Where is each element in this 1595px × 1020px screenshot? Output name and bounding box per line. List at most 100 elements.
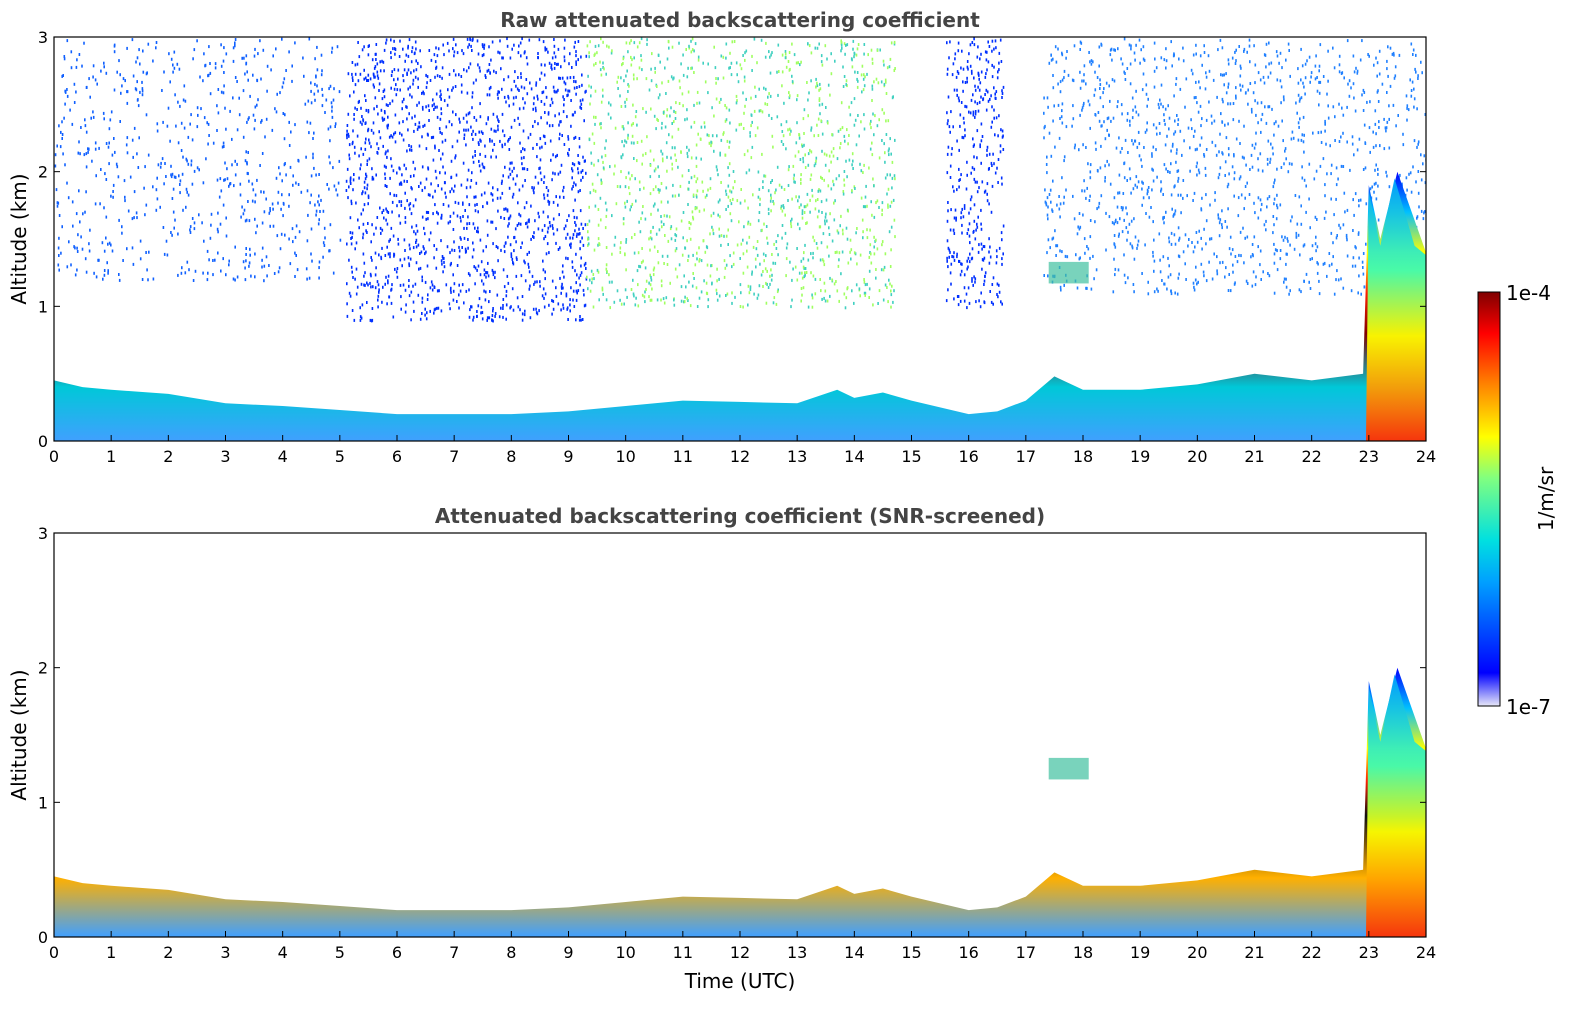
noise-speck	[271, 202, 274, 206]
noise-speck	[1132, 108, 1134, 112]
noise-speck	[1385, 126, 1388, 130]
noise-speck	[1156, 132, 1158, 136]
noise-speck	[1330, 197, 1332, 201]
noise-speck	[157, 163, 160, 167]
noise-speck	[951, 73, 954, 77]
noise-speck	[819, 112, 821, 116]
noise-speck	[580, 318, 582, 322]
noise-speck	[801, 209, 804, 213]
noise-speck	[105, 178, 108, 181]
noise-speck	[108, 241, 111, 245]
noise-speck	[801, 271, 803, 275]
noise-speck	[732, 197, 734, 201]
noise-speck	[1066, 50, 1068, 53]
noise-speck	[952, 255, 955, 259]
noise-speck	[537, 181, 540, 185]
noise-speck	[454, 156, 456, 160]
noise-speck	[402, 138, 405, 142]
noise-speck	[497, 124, 499, 128]
noise-speck	[402, 79, 405, 83]
noise-speck	[116, 165, 119, 169]
noise-speck	[416, 127, 419, 131]
noise-speck	[328, 87, 330, 91]
noise-speck	[684, 118, 686, 122]
noise-speck	[494, 314, 496, 318]
noise-speck	[1305, 184, 1307, 188]
noise-speck	[533, 186, 535, 190]
noise-speck	[373, 232, 375, 236]
noise-speck	[1224, 123, 1226, 127]
noise-speck	[1374, 122, 1377, 126]
noise-speck	[479, 169, 482, 173]
noise-speck	[107, 271, 109, 275]
noise-speck	[1183, 139, 1185, 143]
noise-speck	[622, 62, 624, 65]
noise-speck	[242, 135, 245, 139]
noise-speck	[1221, 151, 1223, 155]
noise-speck	[807, 152, 810, 156]
noise-speck	[637, 304, 640, 308]
noise-speck	[54, 164, 57, 168]
noise-speck	[463, 226, 465, 230]
noise-speck	[698, 258, 701, 261]
noise-speck	[757, 170, 760, 174]
noise-speck	[543, 305, 546, 309]
noise-speck	[489, 71, 491, 75]
noise-speck	[807, 42, 809, 46]
noise-speck	[839, 142, 842, 145]
noise-speck	[694, 42, 697, 46]
noise-speck	[739, 257, 741, 260]
noise-speck	[133, 126, 136, 130]
noise-speck	[284, 233, 286, 237]
noise-speck	[401, 100, 404, 104]
noise-speck	[993, 162, 995, 166]
noise-speck	[686, 155, 689, 159]
noise-speck	[974, 277, 977, 281]
noise-speck	[449, 220, 451, 224]
noise-speck	[522, 106, 525, 110]
noise-speck	[121, 225, 123, 229]
noise-speck	[876, 124, 879, 128]
noise-speck	[645, 77, 648, 81]
noise-speck	[275, 47, 277, 51]
noise-speck	[294, 275, 296, 278]
noise-speck	[1361, 260, 1364, 264]
noise-speck	[798, 133, 801, 137]
noise-speck	[1093, 277, 1095, 281]
noise-speck	[1260, 101, 1263, 105]
noise-speck	[476, 203, 478, 206]
noise-speck	[411, 95, 413, 99]
noise-speck	[800, 299, 802, 303]
noise-speck	[383, 164, 386, 168]
noise-speck	[641, 211, 644, 215]
noise-speck	[551, 67, 553, 71]
noise-speck	[803, 143, 805, 147]
noise-speck	[499, 39, 501, 43]
noise-speck	[674, 249, 677, 253]
noise-speck	[364, 191, 367, 195]
noise-speck	[691, 37, 694, 41]
noise-speck	[1065, 56, 1067, 60]
noise-speck	[627, 171, 630, 175]
noise-speck	[532, 235, 534, 238]
noise-speck	[1153, 41, 1156, 45]
noise-speck	[135, 60, 137, 64]
noise-speck	[959, 124, 961, 128]
noise-speck	[171, 233, 173, 237]
noise-speck	[693, 174, 696, 178]
noise-speck	[1363, 123, 1366, 127]
noise-speck	[857, 43, 860, 46]
noise-speck	[728, 173, 731, 177]
noise-speck	[554, 155, 557, 159]
noise-speck	[463, 301, 465, 305]
noise-speck	[1373, 63, 1375, 67]
noise-speck	[958, 148, 960, 152]
noise-speck	[619, 298, 621, 302]
noise-speck	[609, 306, 611, 310]
noise-speck	[390, 164, 393, 168]
noise-speck	[146, 268, 148, 272]
noise-speck	[439, 171, 441, 175]
noise-speck	[1420, 153, 1422, 157]
noise-speck	[1085, 196, 1087, 200]
noise-speck	[600, 100, 603, 104]
